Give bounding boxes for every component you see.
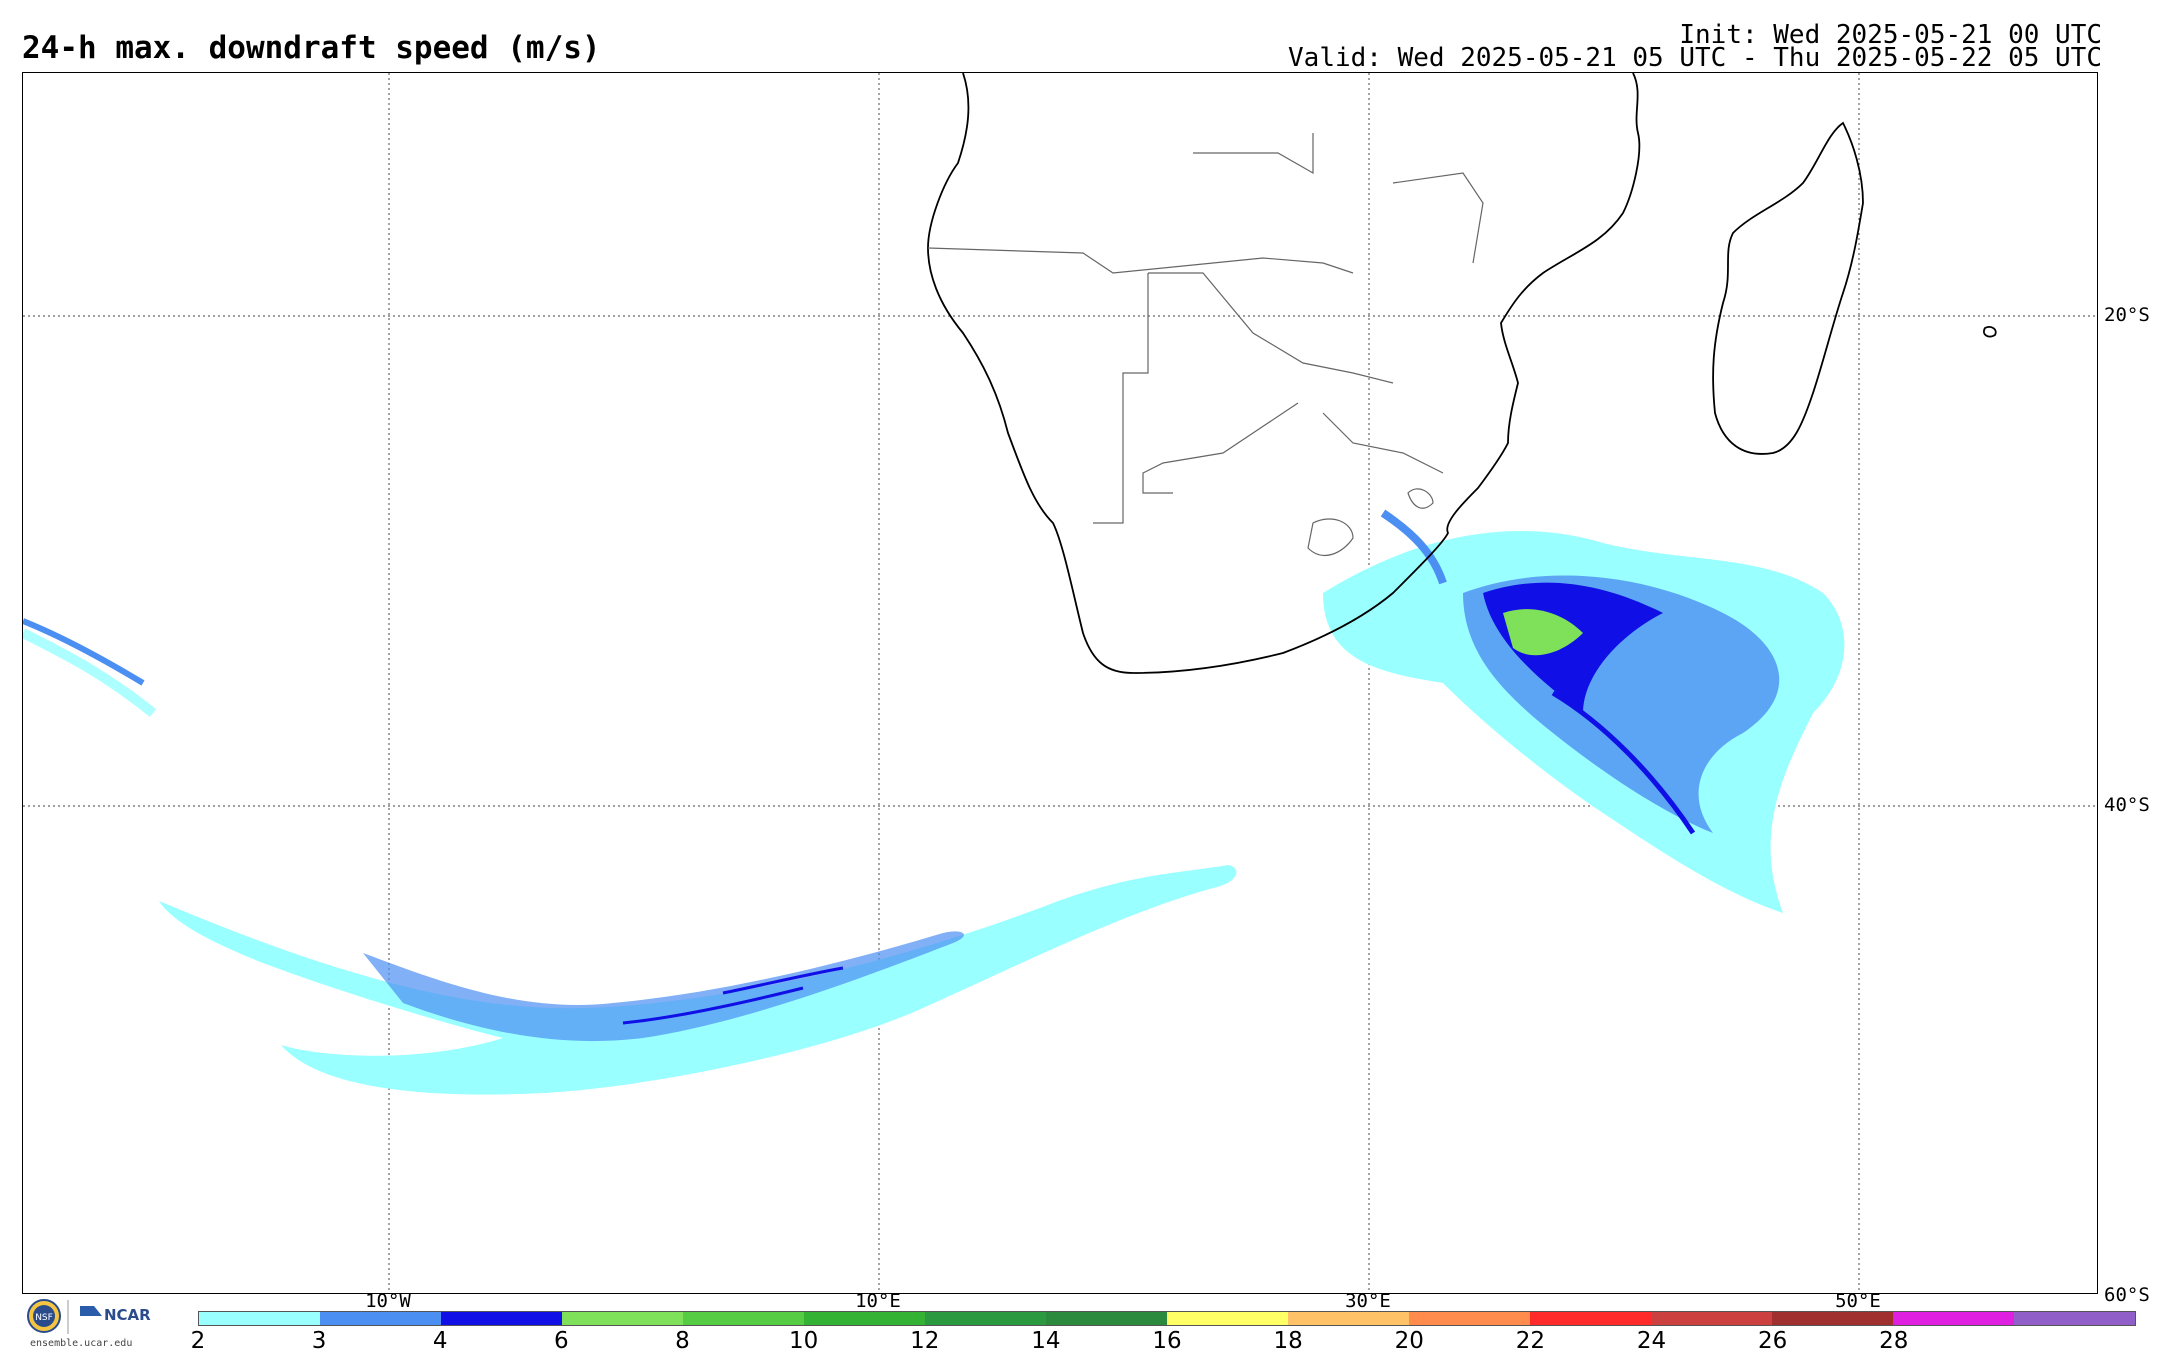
ncar-logo-text: NCAR	[104, 1306, 151, 1324]
colorbar-tick-label: 12	[910, 1328, 940, 1354]
map-canvas	[23, 73, 2097, 1293]
lon-label-10e: 10°E	[855, 1290, 901, 1312]
downdraft-field-atlantic	[23, 618, 1237, 1095]
downdraft-field-east	[1323, 509, 1845, 913]
colorbar-tick-label: 24	[1636, 1328, 1667, 1354]
colorbar-tick-label: 22	[1515, 1328, 1546, 1354]
colorbar-tick-label: 6	[554, 1328, 569, 1354]
colorbar-segment	[1651, 1312, 1772, 1325]
country-borders	[927, 133, 1484, 556]
colorbar-segment	[562, 1312, 683, 1325]
colorbar-segment	[683, 1312, 804, 1325]
lon-label-10w: 10°W	[365, 1290, 411, 1312]
colorbar-segment	[2014, 1312, 2135, 1325]
colorbar-segment	[1167, 1312, 1288, 1325]
madagascar-coastline	[1712, 121, 1997, 455]
logo: NSF NCAR	[22, 1296, 162, 1350]
colorbar-tick-label: 28	[1879, 1328, 1909, 1354]
init-time: Init: Wed 2025-05-21 00 UTC	[1679, 20, 2102, 50]
lon-label-30e: 30°E	[1345, 1290, 1391, 1312]
colorbar	[198, 1311, 2136, 1326]
map-panel	[22, 72, 2098, 1294]
colorbar-segment	[441, 1312, 562, 1325]
colorbar-tick-label: 14	[1031, 1328, 1061, 1354]
colorbar-tick-label: 2	[190, 1328, 206, 1354]
lon-label-50e: 50°E	[1835, 1290, 1881, 1312]
map-title: 24-h max. downdraft speed (m/s)	[22, 30, 601, 66]
africa-coastline	[927, 73, 1641, 674]
lat-label-60s: 60°S	[2104, 1284, 2150, 1306]
colorbar-segment	[1772, 1312, 1893, 1325]
nsf-ncar-logo: NSF NCAR	[27, 1299, 151, 1334]
colorbar-tick-label: 3	[311, 1328, 327, 1354]
colorbar-tick-label: 10	[788, 1328, 819, 1354]
colorbar-segment	[1046, 1312, 1167, 1325]
colorbar-segment	[925, 1312, 1046, 1325]
lat-label-20s: 20°S	[2104, 304, 2150, 326]
colorbar-tick-label: 18	[1273, 1328, 1303, 1354]
colorbar-segment	[199, 1312, 320, 1325]
lat-label-40s: 40°S	[2104, 794, 2150, 816]
colorbar-segment	[320, 1312, 441, 1325]
colorbar-segment	[804, 1312, 925, 1325]
colorbar-segment	[1530, 1312, 1651, 1325]
colorbar-segment	[1409, 1312, 1530, 1325]
colorbar-tick-label: 4	[432, 1328, 448, 1354]
logo-url: ensemble.ucar.edu	[30, 1338, 133, 1349]
colorbar-tick-label: 16	[1152, 1328, 1182, 1354]
colorbar-segment	[1893, 1312, 2014, 1325]
nsf-logo-text: NSF	[35, 1313, 53, 1323]
colorbar-segment	[1288, 1312, 1409, 1325]
colorbar-tick-label: 8	[675, 1328, 690, 1354]
colorbar-tick-label: 26	[1757, 1328, 1788, 1354]
valid-time: Valid: Wed 2025-05-21 05 UTC - Thu 2025-…	[1288, 43, 2102, 73]
colorbar-tick-label: 20	[1394, 1328, 1424, 1354]
